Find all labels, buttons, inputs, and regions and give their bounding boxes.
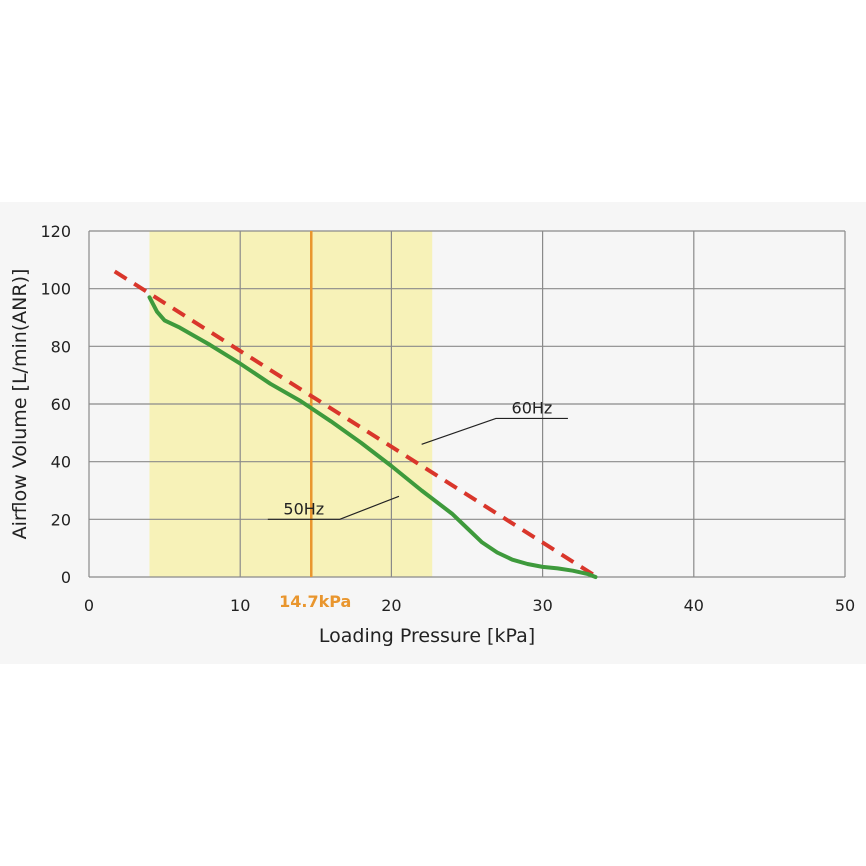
- series-layer: [113, 269, 599, 579]
- y-tick-label: 100: [40, 280, 71, 299]
- tick-label-layer: 0 10 20 30 40 50 0 20 40 60 80 100 120: [40, 222, 855, 615]
- x-tick-label: 10: [230, 596, 250, 615]
- x-tick-label: 30: [532, 596, 552, 615]
- y-tick-label: 40: [51, 453, 71, 472]
- x-axis-title: Loading Pressure [kPa]: [319, 625, 535, 647]
- grid-layer: [88, 230, 846, 578]
- annotation-leader-60hz: [421, 417, 568, 445]
- x-tick-label: 40: [684, 596, 704, 615]
- series-line-50hz: [147, 295, 598, 579]
- y-tick-label: 20: [51, 510, 71, 529]
- annotation-layer: 60Hz 50Hz: [267, 398, 568, 520]
- y-tick-label: 120: [40, 222, 71, 241]
- x-tick-label: 0: [84, 596, 94, 615]
- chart-panel: [0, 202, 866, 664]
- annotation-label-60hz: 60Hz: [512, 398, 553, 417]
- y-tick-label: 0: [61, 568, 71, 587]
- series-line-60hz: [113, 269, 599, 579]
- y-axis-title: Airflow Volume [L/min(ANR)]: [9, 269, 31, 540]
- annotation-leader-50hz: [267, 495, 400, 520]
- y-tick-label: 80: [51, 337, 71, 356]
- annotation-label-50hz: 50Hz: [283, 499, 324, 518]
- reference-line-label: 14.7kPa: [279, 592, 351, 611]
- x-tick-label: 20: [381, 596, 401, 615]
- y-tick-label: 60: [51, 395, 71, 414]
- x-tick-label: 50: [835, 596, 855, 615]
